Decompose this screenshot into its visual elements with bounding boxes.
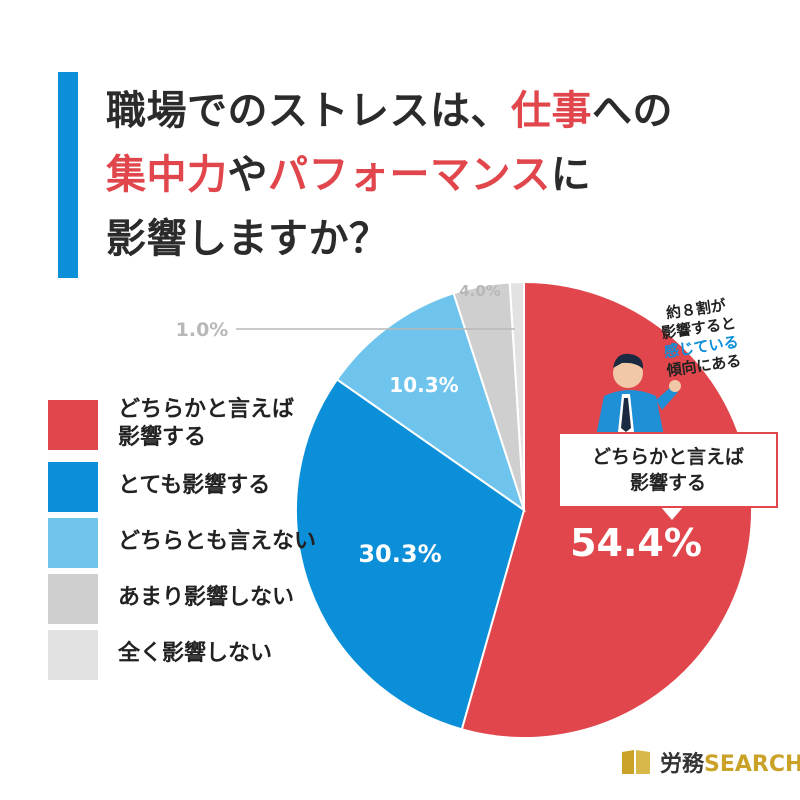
title-accent-bar [58,72,78,278]
page-title-line-1: 職場でのストレスは、仕事への [106,78,673,136]
legend-label: とても影響する [118,473,271,498]
data-label: 10.3% [389,373,458,397]
data-label: 1.0% [176,319,229,341]
data-label: 4.0% [459,282,501,300]
data-label: 30.3% [358,540,441,568]
data-label: 54.4% [570,521,702,565]
legend-swatch [48,630,98,680]
brand-logo-text: 労務SEARCH [660,752,800,777]
title-text: 職場でのストレスは、 [106,88,511,134]
pie-slice [508,280,525,511]
callout-pointer [660,506,684,520]
title-highlight: 仕事 [511,88,592,134]
title-text: への [592,88,673,134]
legend-label: 全く影響しない [118,641,273,666]
legend-swatch [48,400,98,450]
businessman-illustration [596,353,681,436]
pie-slice [460,280,753,739]
page-title-line-3: 影響しますか？ [106,206,390,264]
legend-swatch [48,574,98,624]
title-text: や [227,152,268,198]
title-highlight: パフォーマンス [268,152,551,198]
page-title-line-2: 集中力やパフォーマンスに [106,142,591,200]
pie-slice [335,291,526,513]
title-text: に [550,152,592,198]
title-highlight: 集中力 [106,152,228,198]
legend-label: どちらかと言えば 影響する [118,397,295,450]
legend-label: どちらとも言えない [118,529,317,554]
legend-swatch [48,462,98,512]
title-text: 影響しますか？ [106,216,390,262]
legend-label: あまり影響しない [118,585,295,610]
callout-box: どちらかと言えば 影響する [558,432,778,508]
pie-slice [295,378,526,731]
legend-swatch [48,518,98,568]
book-icon [622,750,650,774]
annotation-note: 約８割が 影響すると 感じている 傾向にある [660,296,743,380]
